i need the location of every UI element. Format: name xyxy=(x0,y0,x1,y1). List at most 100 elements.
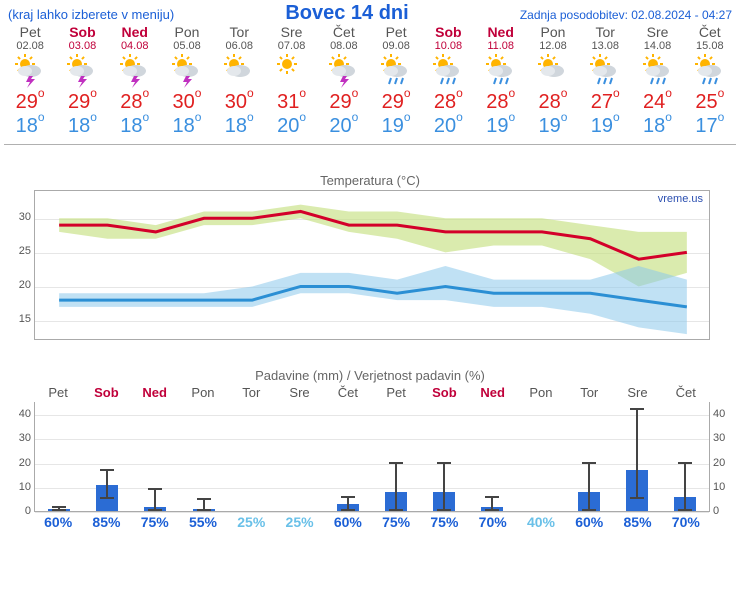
forecast-row: Pet02.0829o18oSob03.0829o18oNed04.0828o1… xyxy=(4,25,736,145)
precip-probability: 85% xyxy=(82,514,130,530)
temp-high: 29o xyxy=(318,90,370,114)
precip-day-label: Ned xyxy=(469,385,517,400)
ytick-label: 20 xyxy=(709,457,725,469)
day-column: Čet08.0829o20o xyxy=(318,25,370,138)
precip-probability: 60% xyxy=(565,514,613,530)
temp-high: 25o xyxy=(684,90,736,114)
day-name: Pet xyxy=(370,25,422,40)
precip-probability: 75% xyxy=(131,514,179,530)
temp-high: 24o xyxy=(631,90,683,114)
day-date: 09.08 xyxy=(370,40,422,52)
error-whisker xyxy=(443,463,445,512)
temp-high: 28o xyxy=(527,90,579,114)
day-name: Sre xyxy=(631,25,683,40)
temp-high: 29o xyxy=(370,90,422,114)
precip-day-label: Sre xyxy=(275,385,323,400)
weather-icon xyxy=(422,54,474,88)
precip-day-label: Sre xyxy=(613,385,661,400)
ytick-label: 20 xyxy=(19,279,35,291)
error-whisker xyxy=(588,463,590,512)
precip-day-label: Pon xyxy=(179,385,227,400)
precip-day-label: Čet xyxy=(662,385,710,400)
temp-low: 19o xyxy=(370,114,422,138)
temp-high: 28o xyxy=(475,90,527,114)
ytick-label: 0 xyxy=(709,505,719,517)
day-name: Pon xyxy=(161,25,213,40)
ytick-label: 20 xyxy=(19,457,35,469)
ytick-label: 30 xyxy=(19,211,35,223)
day-date: 14.08 xyxy=(631,40,683,52)
ytick-label: 40 xyxy=(709,408,725,420)
weather-icon xyxy=(265,54,317,88)
precipitation-chart: 001010202030304040 xyxy=(34,402,710,512)
day-column: Pon12.0828o19o xyxy=(527,25,579,138)
temp-low: 18o xyxy=(213,114,265,138)
day-date: 03.08 xyxy=(56,40,108,52)
error-whisker xyxy=(636,409,638,499)
precip-probability: 40% xyxy=(517,514,565,530)
precip-probability: 60% xyxy=(324,514,372,530)
error-whisker xyxy=(154,489,156,511)
weather-icon xyxy=(579,54,631,88)
temp-high: 28o xyxy=(422,90,474,114)
temp-low: 18o xyxy=(161,114,213,138)
weather-icon xyxy=(56,54,108,88)
precip-day-label: Sob xyxy=(82,385,130,400)
location-note: (kraj lahko izberete v meniju) xyxy=(8,7,174,22)
day-date: 06.08 xyxy=(213,40,265,52)
temp-high: 29o xyxy=(56,90,108,114)
precip-day-label: Pon xyxy=(517,385,565,400)
precip-probability: 25% xyxy=(275,514,323,530)
temp-low: 19o xyxy=(579,114,631,138)
day-name: Pon xyxy=(527,25,579,40)
day-date: 10.08 xyxy=(422,40,474,52)
weather-icon xyxy=(109,54,161,88)
day-column: Sob03.0829o18o xyxy=(56,25,108,138)
day-name: Tor xyxy=(213,25,265,40)
ytick-label: 30 xyxy=(19,432,35,444)
weather-icon xyxy=(213,54,265,88)
error-whisker xyxy=(395,463,397,512)
weather-icon xyxy=(318,54,370,88)
page-title: Bovec 14 dni xyxy=(285,2,408,25)
day-name: Ned xyxy=(475,25,527,40)
ytick-label: 10 xyxy=(709,481,725,493)
precip-day-label: Pet xyxy=(34,385,82,400)
day-name: Tor xyxy=(579,25,631,40)
ytick-label: 40 xyxy=(19,408,35,420)
precip-day-labels: PetSobNedPonTorSreČetPetSobNedPonTorSreČ… xyxy=(34,385,710,400)
temp-high: 31o xyxy=(265,90,317,114)
day-column: Sob10.0828o20o xyxy=(422,25,474,138)
precip-day-label: Tor xyxy=(565,385,613,400)
error-whisker xyxy=(684,463,686,512)
precip-probability: 70% xyxy=(469,514,517,530)
precip-day-label: Ned xyxy=(131,385,179,400)
ytick-label: 10 xyxy=(19,481,35,493)
temp-low: 20o xyxy=(422,114,474,138)
day-name: Sob xyxy=(56,25,108,40)
temp-high: 29o xyxy=(4,90,56,114)
ytick-label: 15 xyxy=(19,313,35,325)
temp-high: 28o xyxy=(109,90,161,114)
temp-high: 27o xyxy=(579,90,631,114)
temp-high: 30o xyxy=(213,90,265,114)
precip-day-label: Čet xyxy=(324,385,372,400)
precip-probability: 60% xyxy=(34,514,82,530)
day-date: 05.08 xyxy=(161,40,213,52)
day-name: Čet xyxy=(318,25,370,40)
weather-icon xyxy=(475,54,527,88)
temp-low: 18o xyxy=(4,114,56,138)
precip-probability: 70% xyxy=(662,514,710,530)
precip-chart-title: Padavine (mm) / Verjetnost padavin (%) xyxy=(0,368,740,383)
day-column: Čet15.08 25o17o xyxy=(684,25,736,138)
day-date: 11.08 xyxy=(475,40,527,52)
weather-icon xyxy=(370,54,422,88)
precip-probability: 85% xyxy=(613,514,661,530)
day-name: Čet xyxy=(684,25,736,40)
temp-low: 17o xyxy=(684,114,736,138)
precip-probability: 75% xyxy=(372,514,420,530)
temp-high: 30o xyxy=(161,90,213,114)
weather-icon xyxy=(4,54,56,88)
day-date: 15.08 xyxy=(684,40,736,52)
day-name: Ned xyxy=(109,25,161,40)
